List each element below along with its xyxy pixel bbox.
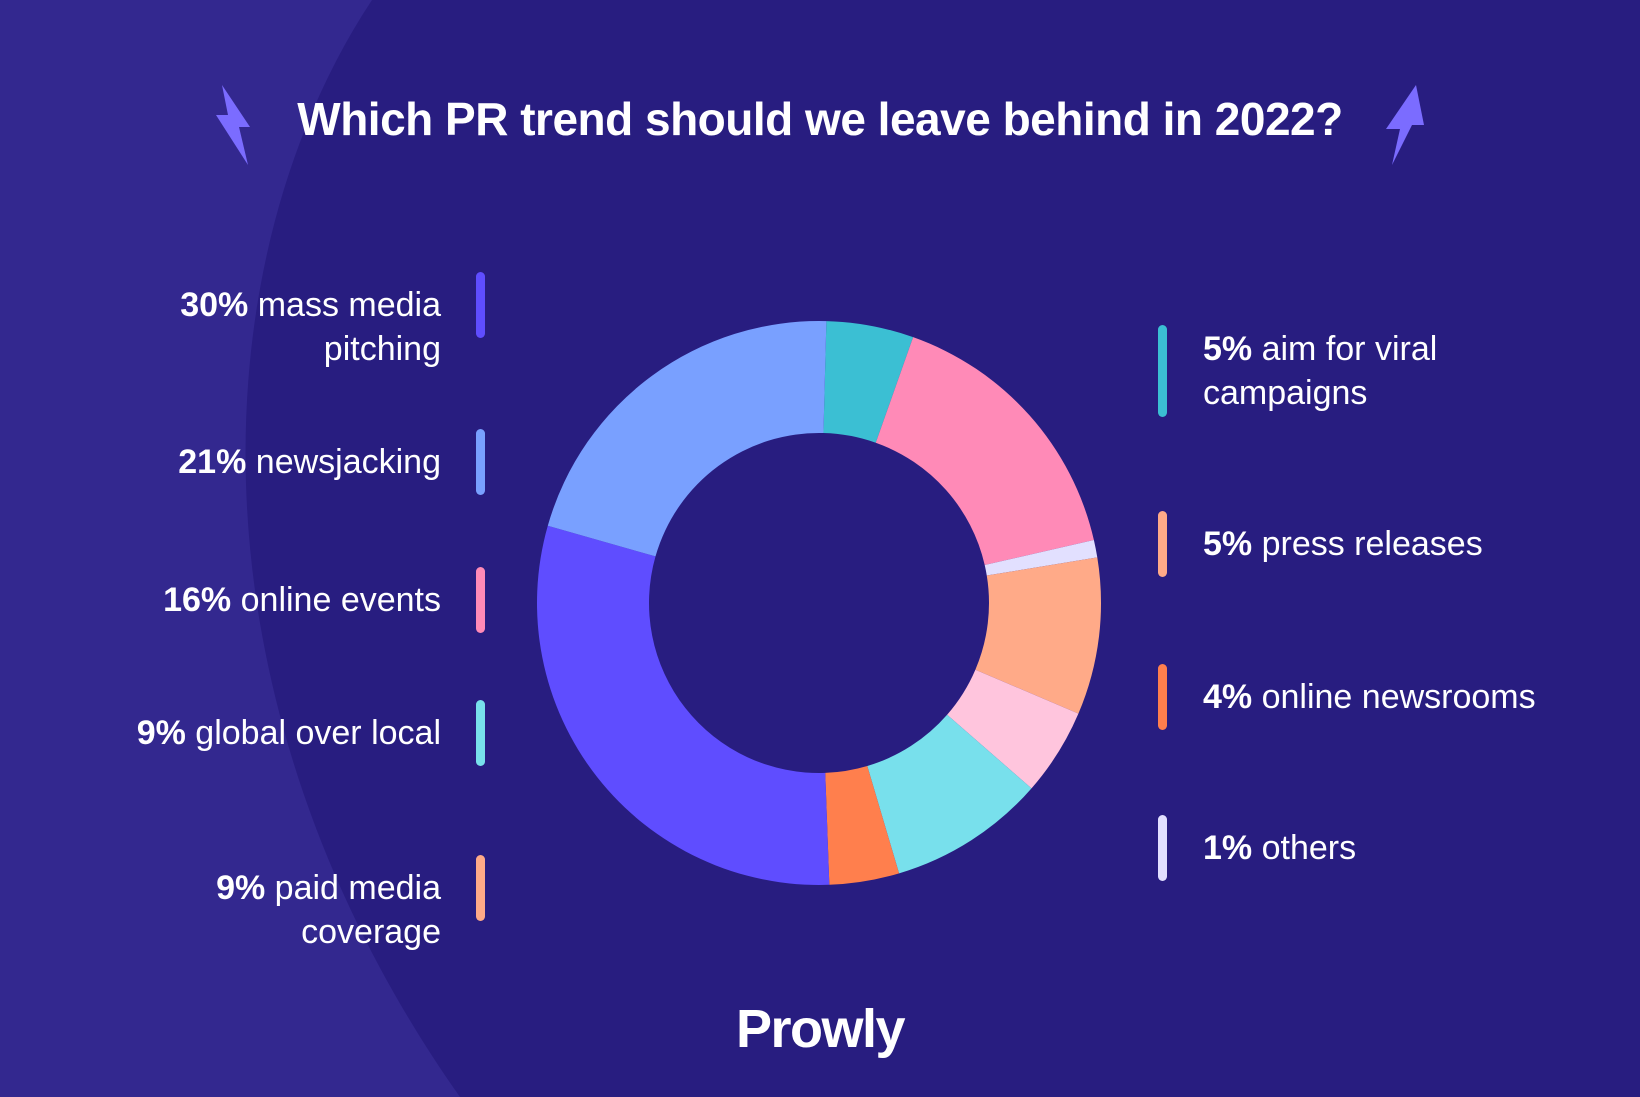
donut-slice-online-newsrooms — [825, 765, 900, 885]
legend-color-bar — [1158, 815, 1167, 881]
legend-percent: 9% — [216, 869, 266, 907]
legend-percent: 5% — [1203, 330, 1253, 368]
legend-color-bar — [1158, 325, 1167, 417]
donut-slice-mass-media-pitching — [536, 525, 830, 886]
donut-slice-online-events — [875, 337, 1094, 566]
legend-text: mass media pitching — [257, 286, 441, 368]
donut-slice-others — [984, 540, 1098, 576]
legend-percent: 30% — [180, 286, 249, 324]
legend-text: online events — [240, 581, 441, 619]
legend-text: global over local — [195, 714, 441, 752]
legend-percent: 21% — [178, 443, 247, 481]
legend-label: 5% press releases — [1203, 522, 1563, 566]
legend-color-bar — [476, 700, 485, 766]
legend-text: aim for viral campaigns — [1203, 330, 1438, 412]
legend-label: 16% online events — [81, 578, 441, 622]
legend-percent: 4% — [1203, 678, 1253, 716]
legend-label: 9% global over local — [81, 711, 441, 755]
legend-color-bar — [1158, 511, 1167, 577]
legend-color-bar — [476, 855, 485, 921]
donut-slice-aim-for-viral-campaigns — [823, 321, 914, 443]
legend-text: newsjacking — [255, 443, 441, 481]
legend-label: 1% others — [1203, 826, 1563, 870]
legend-label: 5% aim for viral campaigns — [1203, 327, 1483, 415]
legend-percent: 1% — [1203, 829, 1253, 867]
legend-color-bar — [476, 567, 485, 633]
legend-label: 4% online newsrooms — [1203, 675, 1563, 719]
legend-color-bar — [1158, 664, 1167, 730]
legend-label: 30% mass media pitching — [81, 283, 441, 371]
legend-color-bar — [476, 429, 485, 495]
prowly-logo: Prowly — [735, 999, 906, 1059]
donut-slice-newsjacking — [547, 320, 827, 557]
legend-percent: 5% — [1203, 525, 1253, 563]
lightning-bolt-icon — [1386, 85, 1424, 165]
background-arc — [0, 0, 460, 1097]
chart-title: Which PR trend should we leave behind in… — [297, 93, 1343, 145]
donut-slice-press-releases — [947, 669, 1079, 789]
legend-label: 21% newsjacking — [81, 440, 441, 484]
legend-percent: 9% — [136, 714, 186, 752]
legend-text: others — [1261, 829, 1357, 867]
donut-slice-paid-media-coverage — [975, 557, 1101, 714]
legend-label: 9% paid media coverage — [81, 866, 441, 954]
legend-text: paid media coverage — [274, 869, 441, 951]
donut-slice-global-over-local — [867, 714, 1032, 874]
legend-text: press releases — [1261, 525, 1483, 563]
lightning-bolt-icon — [216, 85, 250, 165]
legend-text: online newsrooms — [1261, 678, 1536, 716]
legend-color-bar — [476, 272, 485, 338]
legend-percent: 16% — [163, 581, 232, 619]
